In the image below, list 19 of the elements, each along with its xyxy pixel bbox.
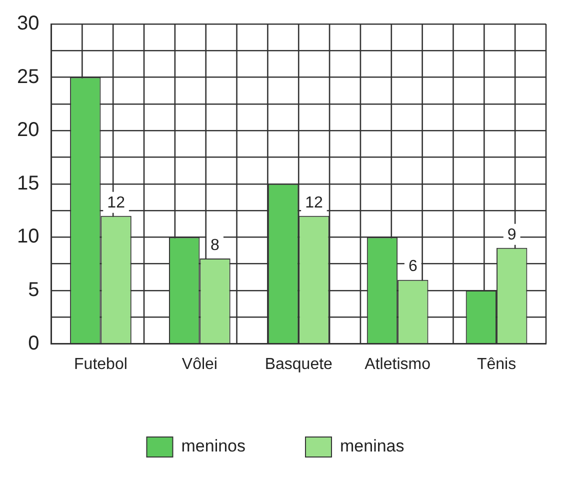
y-tick-label: 10 [16, 226, 40, 248]
y-tick-label: 15 [16, 172, 40, 194]
x-tick-label: Futebol [74, 356, 128, 373]
legend-label: meninos [181, 436, 246, 456]
y-tick-label: 0 [28, 332, 40, 354]
legend-label: meninas [340, 436, 404, 456]
x-tick-label: Tênis [476, 356, 516, 373]
y-tick-label: 20 [16, 119, 40, 142]
y-tick-label: 25 [16, 66, 40, 88]
data-label: 12 [107, 194, 126, 212]
data-label: 8 [210, 236, 220, 254]
data-label: 12 [305, 194, 323, 212]
y-tick-label: 30 [16, 12, 40, 35]
x-tick-label: Atletismo [364, 356, 431, 373]
x-tick-label: Basquete [264, 356, 333, 373]
data-label: 6 [408, 258, 418, 276]
x-tick-label: Vôlei [182, 356, 218, 373]
data-label: 9 [507, 226, 516, 244]
y-tick-label: 5 [28, 279, 40, 302]
